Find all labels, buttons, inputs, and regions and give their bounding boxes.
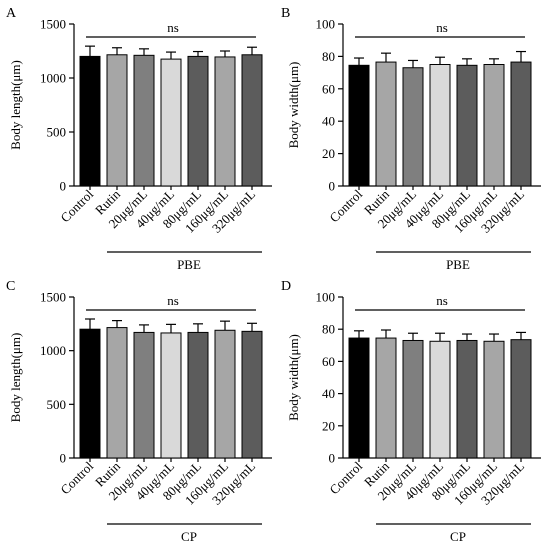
bar xyxy=(79,328,101,459)
y-axis-label: Body length(μm) xyxy=(8,333,23,423)
bar xyxy=(348,337,370,459)
significance-label: ns xyxy=(436,20,448,35)
y-tick-label: 40 xyxy=(322,114,335,129)
y-tick-label: 1500 xyxy=(40,17,66,32)
y-tick-label: 20 xyxy=(322,146,335,161)
y-tick-label: 40 xyxy=(322,386,335,401)
bar xyxy=(241,330,263,459)
y-tick-label: 100 xyxy=(316,17,336,32)
y-tick-label: 80 xyxy=(322,49,335,64)
bar xyxy=(510,61,532,187)
bar xyxy=(375,61,397,187)
y-axis-label: Body length(μm) xyxy=(8,60,23,150)
bar xyxy=(187,55,209,187)
bar xyxy=(429,64,451,187)
bar xyxy=(106,54,128,187)
panel-letter: D xyxy=(281,279,291,294)
significance-label: ns xyxy=(436,293,448,308)
group-label: PBE xyxy=(446,257,470,272)
y-tick-label: 60 xyxy=(322,81,335,96)
bar xyxy=(456,64,478,187)
bar xyxy=(483,340,505,459)
significance-label: ns xyxy=(167,20,179,35)
bar xyxy=(133,54,155,187)
bar xyxy=(348,64,370,187)
y-tick-label: 0 xyxy=(329,179,336,194)
y-tick-label: 500 xyxy=(47,125,67,140)
bar xyxy=(160,58,182,187)
significance-label: ns xyxy=(167,293,179,308)
bar xyxy=(456,339,478,459)
bar xyxy=(187,331,209,459)
y-axis-label: Body width(μm) xyxy=(286,334,301,421)
bar xyxy=(429,340,451,459)
bar xyxy=(106,327,128,459)
y-tick-label: 60 xyxy=(322,354,335,369)
bar xyxy=(160,332,182,459)
y-tick-label: 0 xyxy=(60,451,67,466)
bar xyxy=(483,64,505,187)
y-tick-label: 20 xyxy=(322,418,335,433)
group-label: CP xyxy=(450,529,466,544)
panel-letter: A xyxy=(6,6,17,21)
panel-letter: B xyxy=(281,6,290,21)
bar xyxy=(402,339,424,459)
y-tick-label: 1000 xyxy=(40,343,66,358)
bar xyxy=(402,67,424,187)
y-tick-label: 1500 xyxy=(40,290,66,305)
bar xyxy=(79,55,101,187)
bar xyxy=(241,54,263,187)
group-label: CP xyxy=(181,529,197,544)
y-tick-label: 0 xyxy=(329,451,336,466)
panel-letter: C xyxy=(6,279,15,294)
y-tick-label: 500 xyxy=(47,397,67,412)
y-tick-label: 1000 xyxy=(40,71,66,86)
y-axis-label: Body width(μm) xyxy=(286,62,301,149)
y-tick-label: 80 xyxy=(322,322,335,337)
group-label: PBE xyxy=(177,257,201,272)
bar xyxy=(214,56,236,187)
y-tick-label: 100 xyxy=(316,290,336,305)
bar xyxy=(214,329,236,459)
bar xyxy=(510,339,532,459)
bar xyxy=(375,337,397,459)
bar xyxy=(133,331,155,459)
y-tick-label: 0 xyxy=(60,179,67,194)
